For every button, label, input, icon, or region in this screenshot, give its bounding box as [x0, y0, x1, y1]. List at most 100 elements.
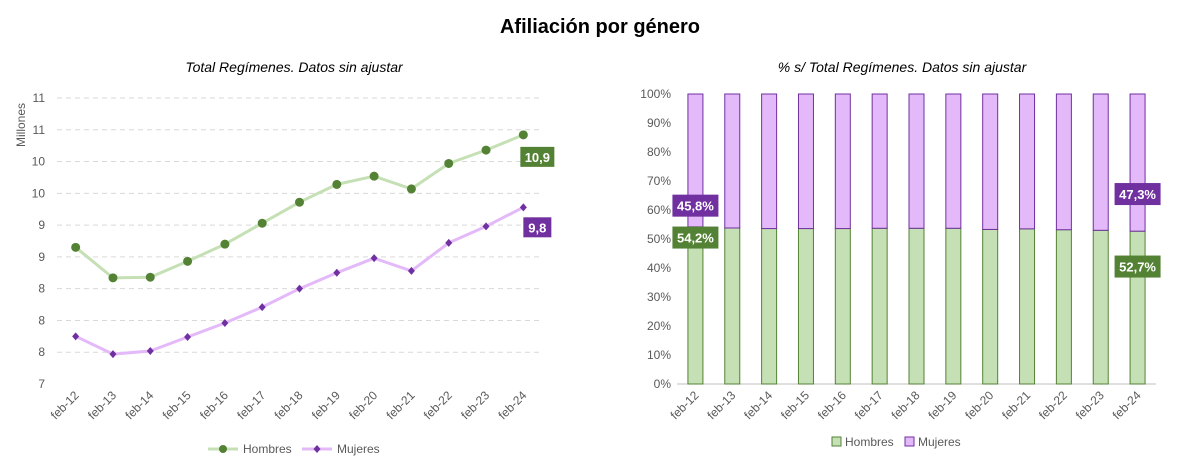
legend-marker-hombres — [219, 445, 227, 453]
x-tick-label: feb-15 — [778, 388, 812, 422]
x-tick-label: feb-23 — [458, 388, 492, 422]
data-point-hombres — [481, 145, 491, 155]
data-label-last-hombres-box — [1114, 255, 1161, 278]
y-tick-label: 60% — [647, 203, 671, 217]
x-tick-label: feb-22 — [421, 388, 455, 422]
data-point-mujeres — [146, 346, 154, 355]
data-point-mujeres — [370, 254, 378, 263]
bar-hombres — [1055, 229, 1072, 385]
data-label-first-hombres-box — [672, 226, 719, 249]
bar-mujeres — [871, 93, 888, 229]
page-title: Afiliación por género — [499, 16, 701, 38]
y-tick-label: 100% — [640, 87, 671, 101]
y-tick-label: 8 — [38, 282, 45, 296]
x-tick-label: feb-14 — [122, 388, 156, 422]
bar-mujeres — [982, 93, 999, 230]
x-tick-label: feb-17 — [234, 388, 268, 422]
bar-mujeres — [834, 93, 851, 230]
y-tick-label: 8 — [38, 313, 45, 327]
x-tick-label: feb-20 — [346, 388, 380, 422]
x-tick-label: feb-15 — [160, 388, 194, 422]
y-tick-label: 10 — [32, 186, 46, 200]
data-label-first-mujeres: 45,8% — [677, 199, 714, 214]
x-tick-label: feb-22 — [1036, 388, 1070, 422]
end-label-hombres: 10,9 — [525, 150, 550, 165]
bar-hombres — [724, 227, 741, 385]
x-tick-label: feb-23 — [1073, 388, 1107, 422]
legend-swatch-hombres — [831, 436, 842, 447]
series-line-mujeres — [75, 205, 524, 356]
bar-hombres — [908, 227, 925, 385]
y-tick-label: 20% — [647, 319, 671, 333]
y-tick-label: 80% — [647, 145, 671, 159]
data-label-last-mujeres-box — [1114, 183, 1161, 206]
end-label-mujeres: 9,8 — [528, 220, 546, 235]
data-point-mujeres — [333, 268, 341, 277]
data-point-mujeres — [445, 238, 453, 247]
bar-hombres — [797, 228, 814, 385]
bar-hombres — [834, 228, 851, 385]
x-tick-label: feb-16 — [815, 388, 849, 422]
y-tick-label: 70% — [647, 174, 671, 188]
x-tick-label: feb-19 — [309, 388, 343, 422]
data-point-mujeres — [482, 222, 490, 231]
y-tick-label: 9 — [38, 250, 45, 264]
bar-mujeres — [1129, 93, 1146, 232]
left-y-axis-label: Millones — [14, 103, 28, 147]
data-point-hombres — [518, 130, 528, 140]
x-tick-label: feb-18 — [272, 388, 306, 422]
y-tick-label: 7 — [38, 377, 45, 391]
end-label-box-hombres — [520, 146, 555, 167]
x-tick-label: feb-19 — [926, 388, 960, 422]
x-tick-label: feb-18 — [889, 388, 923, 422]
bar-hombres — [1019, 228, 1036, 385]
data-point-hombres — [183, 256, 193, 266]
y-tick-label: 10% — [647, 348, 671, 362]
data-point-hombres — [369, 171, 379, 181]
bar-mujeres — [761, 93, 778, 230]
data-point-hombres — [145, 272, 155, 282]
data-point-mujeres — [407, 266, 415, 275]
y-tick-label: 40% — [647, 261, 671, 275]
data-point-hombres — [444, 158, 454, 168]
bar-mujeres — [908, 93, 925, 229]
bar-mujeres — [945, 93, 962, 229]
bar-hombres — [687, 226, 704, 385]
legend-swatch-mujeres — [904, 436, 915, 447]
data-point-hombres — [220, 239, 230, 249]
right-chart-title: % s/ Total Regímenes. Datos sin ajustar — [778, 59, 1028, 75]
data-point-hombres — [71, 242, 81, 252]
bar-mujeres — [1055, 93, 1072, 231]
left-chart-title: Total Regímenes. Datos sin ajustar — [185, 59, 404, 75]
y-tick-label: 10 — [32, 155, 46, 169]
bar-hombres — [761, 228, 778, 385]
y-tick-label: 0% — [654, 377, 672, 391]
legend-label-mujeres: Mujeres — [918, 435, 961, 449]
data-point-mujeres — [72, 332, 80, 341]
bar-mujeres — [1019, 93, 1036, 230]
data-point-hombres — [406, 184, 416, 194]
legend-marker-mujeres — [313, 445, 321, 453]
data-label-first-mujeres-box — [672, 194, 719, 217]
x-tick-label: feb-13 — [85, 388, 119, 422]
y-tick-label: 50% — [647, 232, 671, 246]
x-tick-label: feb-12 — [48, 388, 82, 422]
x-tick-label: feb-14 — [741, 388, 775, 422]
data-point-hombres — [295, 197, 304, 207]
data-point-mujeres — [221, 318, 229, 327]
y-tick-label: 30% — [647, 290, 671, 304]
legend-label-hombres: Hombres — [845, 435, 894, 449]
legend-label-hombres: Hombres — [243, 442, 292, 456]
right-chart: % s/ Total Regímenes. Datos sin ajustar … — [640, 59, 1161, 449]
bar-hombres — [1129, 230, 1146, 385]
x-tick-label: feb-24 — [1110, 388, 1144, 422]
x-tick-label: feb-24 — [496, 388, 530, 422]
data-point-hombres — [257, 218, 267, 228]
data-point-mujeres — [109, 350, 117, 359]
bar-mujeres — [724, 93, 741, 229]
data-label-first-hombres: 54,2% — [677, 231, 714, 246]
x-tick-label: feb-21 — [999, 388, 1033, 422]
data-point-mujeres — [184, 332, 192, 341]
legend-label-mujeres: Mujeres — [337, 442, 380, 456]
